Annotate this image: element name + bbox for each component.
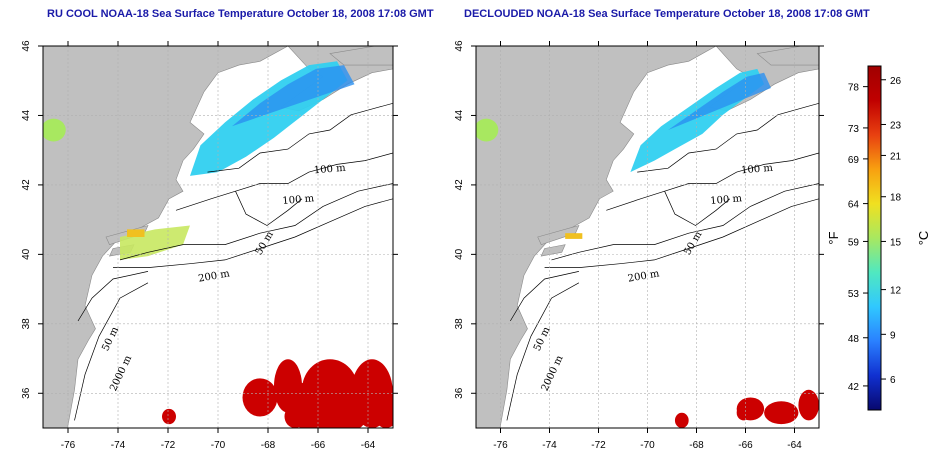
x-tick-label: -76 xyxy=(61,440,76,451)
y-tick-label: 42 xyxy=(21,179,32,191)
colorbar-c-label: 6 xyxy=(890,375,896,386)
colorbar-c-label: 21 xyxy=(890,151,902,162)
x-tick-label: -74 xyxy=(111,440,126,451)
land-area xyxy=(43,46,289,428)
y-tick-label: 40 xyxy=(454,248,465,260)
colorbar-c-label: 15 xyxy=(890,237,902,248)
contour-label: 200 m xyxy=(197,268,231,284)
colorbar-c-label: 23 xyxy=(890,120,902,131)
x-tick-label: -76 xyxy=(493,440,508,451)
colorbar-f-label: 69 xyxy=(848,155,860,166)
colorbar-c-label: 26 xyxy=(890,76,902,87)
land-area xyxy=(540,244,566,257)
colorbar-f-label: 73 xyxy=(848,124,860,135)
y-tick-label: 38 xyxy=(454,318,465,330)
contour-label: 100 m xyxy=(282,193,315,207)
bathymetry-contour xyxy=(509,271,579,322)
x-tick-label: -68 xyxy=(261,440,276,451)
bathymetry-contour xyxy=(544,198,819,268)
x-tick-label: -70 xyxy=(211,440,226,451)
bathymetry-contour xyxy=(175,152,393,211)
warm-sst-blob xyxy=(284,405,306,428)
x-tick-label: -64 xyxy=(787,440,802,451)
y-tick-label: 46 xyxy=(21,40,32,52)
colorbar-f-label: 42 xyxy=(848,382,860,393)
sst-patch-green xyxy=(476,118,499,142)
colorbar-f-label: 64 xyxy=(848,200,860,211)
contour-label: 100 m xyxy=(313,163,346,177)
y-tick-label: 44 xyxy=(21,109,32,121)
warm-sst-blob xyxy=(162,408,176,425)
warm-sst-blob xyxy=(372,389,393,428)
colorbar-f-label: 53 xyxy=(848,289,860,300)
warm-sst-blob xyxy=(242,378,278,417)
y-tick-label: 36 xyxy=(21,387,32,399)
x-tick-label: -70 xyxy=(640,440,655,451)
bathymetry-contour xyxy=(119,183,393,261)
bathymetry-contour xyxy=(551,183,819,261)
sst-patch-orange xyxy=(565,233,583,239)
right-panel-title: DECLOUDED NOAA-18 Sea Surface Temperatur… xyxy=(464,8,870,20)
colorbar-c-label: 12 xyxy=(890,286,902,297)
bathymetry-contour xyxy=(77,271,149,322)
x-tick-label: -66 xyxy=(738,440,753,451)
bathymetry-contour xyxy=(606,152,819,211)
warm-sst-blob xyxy=(764,401,799,425)
colorbar-f-label: 59 xyxy=(848,237,860,248)
colorbar-c-label: 18 xyxy=(890,193,902,204)
warm-sst-blob xyxy=(798,389,819,421)
sst-patch-orange xyxy=(127,229,145,237)
bathymetry-contour xyxy=(113,198,393,268)
x-tick-label: -74 xyxy=(542,440,557,451)
y-tick-label: 44 xyxy=(454,109,465,121)
contour-label: 200 m xyxy=(627,268,661,284)
warm-sst-blob xyxy=(323,408,365,428)
x-tick-label: -72 xyxy=(161,440,176,451)
contour-label: 100 m xyxy=(741,163,774,177)
x-tick-label: -66 xyxy=(311,440,326,451)
x-tick-label: -68 xyxy=(689,440,704,451)
bathymetry-contour xyxy=(207,102,393,173)
contour-label: 100 m xyxy=(710,193,743,207)
colorbar-ramp xyxy=(867,65,882,411)
colorbar: 78 73 69 64 59 53 48 42 26 23 21 18 15 12 9 6 °F °C xyxy=(826,65,931,411)
cool-sst-core xyxy=(232,65,355,127)
y-tick-label: 38 xyxy=(21,318,32,330)
fahrenheit-unit-label: °F xyxy=(826,231,841,244)
bathymetry-contour xyxy=(235,191,303,226)
x-tick-label: -64 xyxy=(361,440,376,451)
sst-patch-green xyxy=(43,118,66,142)
y-tick-label: 40 xyxy=(21,248,32,260)
bathymetry-contour xyxy=(506,282,580,421)
colorbar-c-label: 9 xyxy=(890,330,896,341)
y-tick-label: 46 xyxy=(454,40,465,52)
warm-sst-blob xyxy=(736,405,751,421)
y-tick-label: 42 xyxy=(454,179,465,191)
celsius-unit-label: °C xyxy=(916,231,931,246)
bathymetry-contour xyxy=(664,191,731,226)
colorbar-f-label: 48 xyxy=(848,334,860,345)
colorbar-f-label: 78 xyxy=(848,83,860,94)
bathymetry-contour xyxy=(74,282,149,421)
land-area xyxy=(476,46,717,428)
x-tick-label: -72 xyxy=(591,440,606,451)
land-area xyxy=(756,46,819,66)
warm-sst-blob xyxy=(674,412,689,428)
y-tick-label: 36 xyxy=(454,387,465,399)
bathymetry-contour xyxy=(637,102,819,173)
left-panel-title: RU COOL NOAA-18 Sea Surface Temperature … xyxy=(47,8,434,20)
